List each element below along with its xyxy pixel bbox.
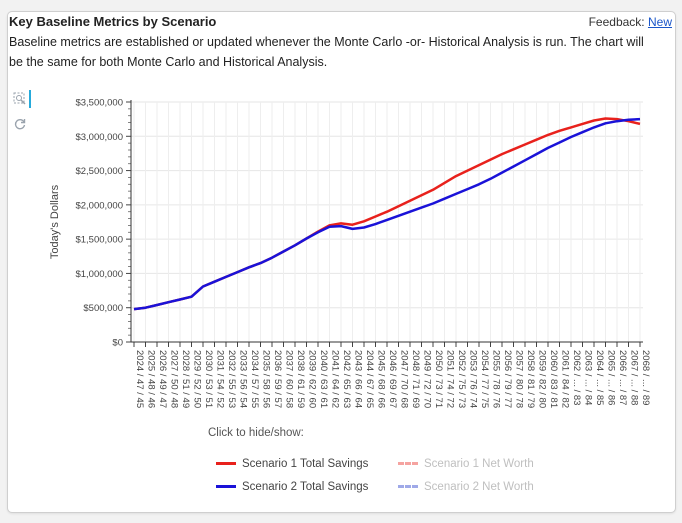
- chart-toolbar: [11, 90, 35, 140]
- zoom-box-icon[interactable]: [11, 90, 31, 108]
- x-tick-label: 2053 / 76 / 74: [468, 350, 479, 408]
- legend-swatch: [398, 462, 418, 466]
- x-tick-label: 2040 / 63 / 61: [318, 350, 329, 408]
- x-tick-label: 2042 / 65 / 63: [341, 350, 352, 408]
- x-tick-label: 2026 / 49 / 47: [157, 350, 168, 408]
- legend-title: Click to hide/show:: [208, 427, 304, 439]
- x-tick-label: 2037 / 60 / 58: [284, 350, 295, 408]
- x-tick-label: 2036 / 59 / 57: [272, 350, 283, 408]
- x-tick-label: 2059 / 82 / 80: [537, 350, 548, 408]
- legend-scenario-2-net-worth[interactable]: Scenario 2 Net Worth: [398, 481, 534, 493]
- feedback-new-link[interactable]: New: [647, 15, 672, 29]
- x-tick-label: 2034 / 57 / 55: [249, 350, 260, 408]
- x-tick-label: 2046 / 69 / 67: [387, 350, 398, 408]
- y-tick-label: $3,000,000: [75, 132, 123, 143]
- x-tick-label: 2027 / 50 / 48: [169, 350, 180, 408]
- x-tick-label: 2068 / ... / 89: [640, 350, 651, 405]
- x-tick-label: 2035 / 58 / 56: [261, 350, 272, 408]
- x-tick-label: 2045 / 68 / 66: [376, 350, 387, 408]
- x-tick-label: 2043 / 66 / 64: [353, 350, 364, 408]
- legend-scenario-2-total-savings[interactable]: Scenario 2 Total Savings: [216, 481, 368, 493]
- feedback: Feedback: New: [589, 15, 672, 29]
- y-tick-label: $2,000,000: [75, 200, 123, 211]
- x-tick-label: 2064 / ... / 85: [594, 350, 605, 405]
- x-tick-label: 2032 / 55 / 53: [226, 350, 237, 408]
- x-tick-label: 2067 / ... / 88: [629, 350, 640, 405]
- y-tick-label: $1,500,000: [75, 235, 123, 246]
- legend-swatch: [398, 485, 418, 489]
- x-tick-label: 2060 / 83 / 81: [548, 350, 559, 408]
- x-tick-label: 2063 / ... / 84: [583, 350, 594, 405]
- legend-swatch: [216, 462, 236, 466]
- x-tick-label: 2061 / 84 / 82: [560, 350, 571, 408]
- feedback-label: Feedback:: [588, 15, 645, 29]
- x-tick-label: 2055 / 78 / 76: [491, 350, 502, 408]
- y-tick-label: $2,500,000: [75, 166, 123, 177]
- x-tick-label: 2024 / 47 / 45: [134, 350, 145, 408]
- x-tick-label: 2066 / ... / 87: [617, 350, 628, 405]
- x-tick-label: 2041 / 64 / 62: [330, 350, 341, 408]
- y-tick-label: $500,000: [83, 303, 123, 314]
- x-tick-label: 2062 / ... / 83: [571, 350, 582, 405]
- x-tick-label: 2058 / 81 / 79: [525, 350, 536, 408]
- y-tick-label: $1,000,000: [75, 269, 123, 280]
- x-tick-label: 2048 / 71 / 69: [410, 350, 421, 408]
- y-axis-label: Today's Dollars: [49, 184, 61, 259]
- x-tick-label: 2057 / 80 / 78: [514, 350, 525, 408]
- x-tick-label: 2056 / 79 / 77: [502, 350, 513, 408]
- x-tick-label: 2025 / 48 / 46: [146, 350, 157, 408]
- x-tick-label: 2052 / 75 / 73: [456, 350, 467, 408]
- reset-icon[interactable]: [11, 115, 29, 133]
- x-tick-label: 2051 / 74 / 72: [445, 350, 456, 408]
- legend-swatch: [216, 485, 236, 489]
- x-tick-label: 2054 / 77 / 75: [479, 350, 490, 408]
- x-tick-label: 2047 / 70 / 68: [399, 350, 410, 408]
- card-title: Key Baseline Metrics by Scenario: [9, 14, 217, 29]
- x-tick-label: 2031 / 54 / 52: [215, 350, 226, 408]
- x-tick-label: 2049 / 72 / 70: [422, 350, 433, 408]
- description: Baseline metrics are established or upda…: [9, 35, 644, 69]
- x-tick-label: 2050 / 73 / 71: [433, 350, 444, 408]
- legend-scenario-1-net-worth[interactable]: Scenario 1 Net Worth: [398, 458, 534, 470]
- x-tick-label: 2044 / 67 / 65: [364, 350, 375, 408]
- series-line-2: [133, 117, 641, 311]
- x-tick-label: 2038 / 61 / 59: [295, 350, 306, 408]
- y-tick-label: $3,500,000: [75, 98, 123, 109]
- x-tick-label: 2033 / 56 / 54: [238, 350, 249, 408]
- x-tick-label: 2039 / 62 / 60: [307, 350, 318, 408]
- x-tick-label: 2030 / 53 / 51: [203, 350, 214, 408]
- x-tick-label: 2065 / ... / 86: [606, 350, 617, 405]
- x-tick-label: 2028 / 51 / 49: [180, 350, 191, 408]
- y-tick-label: $0: [112, 338, 123, 349]
- x-tick-label: 2029 / 52 / 50: [192, 350, 203, 408]
- legend-scenario-1-total-savings[interactable]: Scenario 1 Total Savings: [216, 458, 368, 470]
